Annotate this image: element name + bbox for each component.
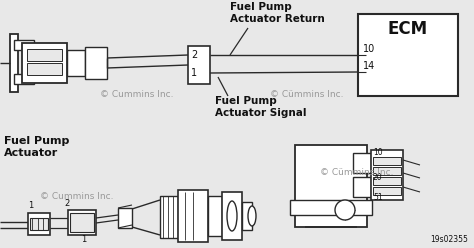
Bar [160, 196, 178, 238]
Bar [358, 14, 458, 96]
Bar [28, 213, 50, 235]
Text: Fuel Pump
Actuator: Fuel Pump Actuator [4, 136, 69, 157]
Bar [22, 43, 67, 83]
Text: © Cummins Inc.: © Cummins Inc. [100, 90, 173, 99]
Bar [353, 177, 371, 197]
Bar [27, 63, 62, 75]
Bar [373, 157, 401, 165]
Text: 14: 14 [363, 61, 375, 71]
Bar [373, 187, 401, 195]
Text: 10: 10 [373, 148, 383, 157]
Bar [371, 150, 403, 200]
Text: Fuel Pump
Actuator Signal: Fuel Pump Actuator Signal [215, 96, 307, 118]
Text: © Cümmins Inc.: © Cümmins Inc. [270, 90, 344, 99]
Text: 2: 2 [191, 50, 197, 60]
Bar [353, 153, 371, 173]
Text: ECM: ECM [388, 20, 428, 38]
Bar [27, 49, 62, 61]
Bar [373, 177, 401, 185]
Text: 20: 20 [373, 173, 383, 182]
Ellipse shape [335, 200, 355, 220]
Text: 51: 51 [373, 193, 383, 202]
Text: 1: 1 [82, 235, 87, 244]
Ellipse shape [248, 206, 256, 226]
Text: 10: 10 [363, 44, 375, 54]
Text: © Cümmins Inc.: © Cümmins Inc. [320, 168, 393, 177]
Text: © Cummins Inc.: © Cummins Inc. [40, 192, 113, 201]
Bar [373, 167, 401, 175]
Bar [70, 213, 94, 232]
Bar [14, 74, 34, 84]
Text: 2: 2 [64, 199, 69, 208]
Text: 19s02355: 19s02355 [430, 235, 468, 244]
Text: Fuel Pump
Actuator Return: Fuel Pump Actuator Return [230, 2, 325, 24]
Bar [208, 196, 222, 236]
Bar [222, 192, 242, 240]
Text: 1: 1 [28, 201, 33, 210]
Bar [188, 46, 210, 84]
Bar [10, 34, 18, 92]
Bar [178, 190, 208, 242]
Text: 1: 1 [191, 68, 197, 78]
Bar [14, 40, 34, 50]
Bar [67, 50, 85, 76]
Bar [85, 47, 107, 79]
Bar [68, 210, 96, 235]
Bar [118, 208, 132, 228]
Ellipse shape [227, 201, 237, 231]
Bar [30, 218, 48, 230]
Bar [290, 200, 372, 215]
Bar [295, 145, 367, 227]
Bar [242, 202, 252, 230]
